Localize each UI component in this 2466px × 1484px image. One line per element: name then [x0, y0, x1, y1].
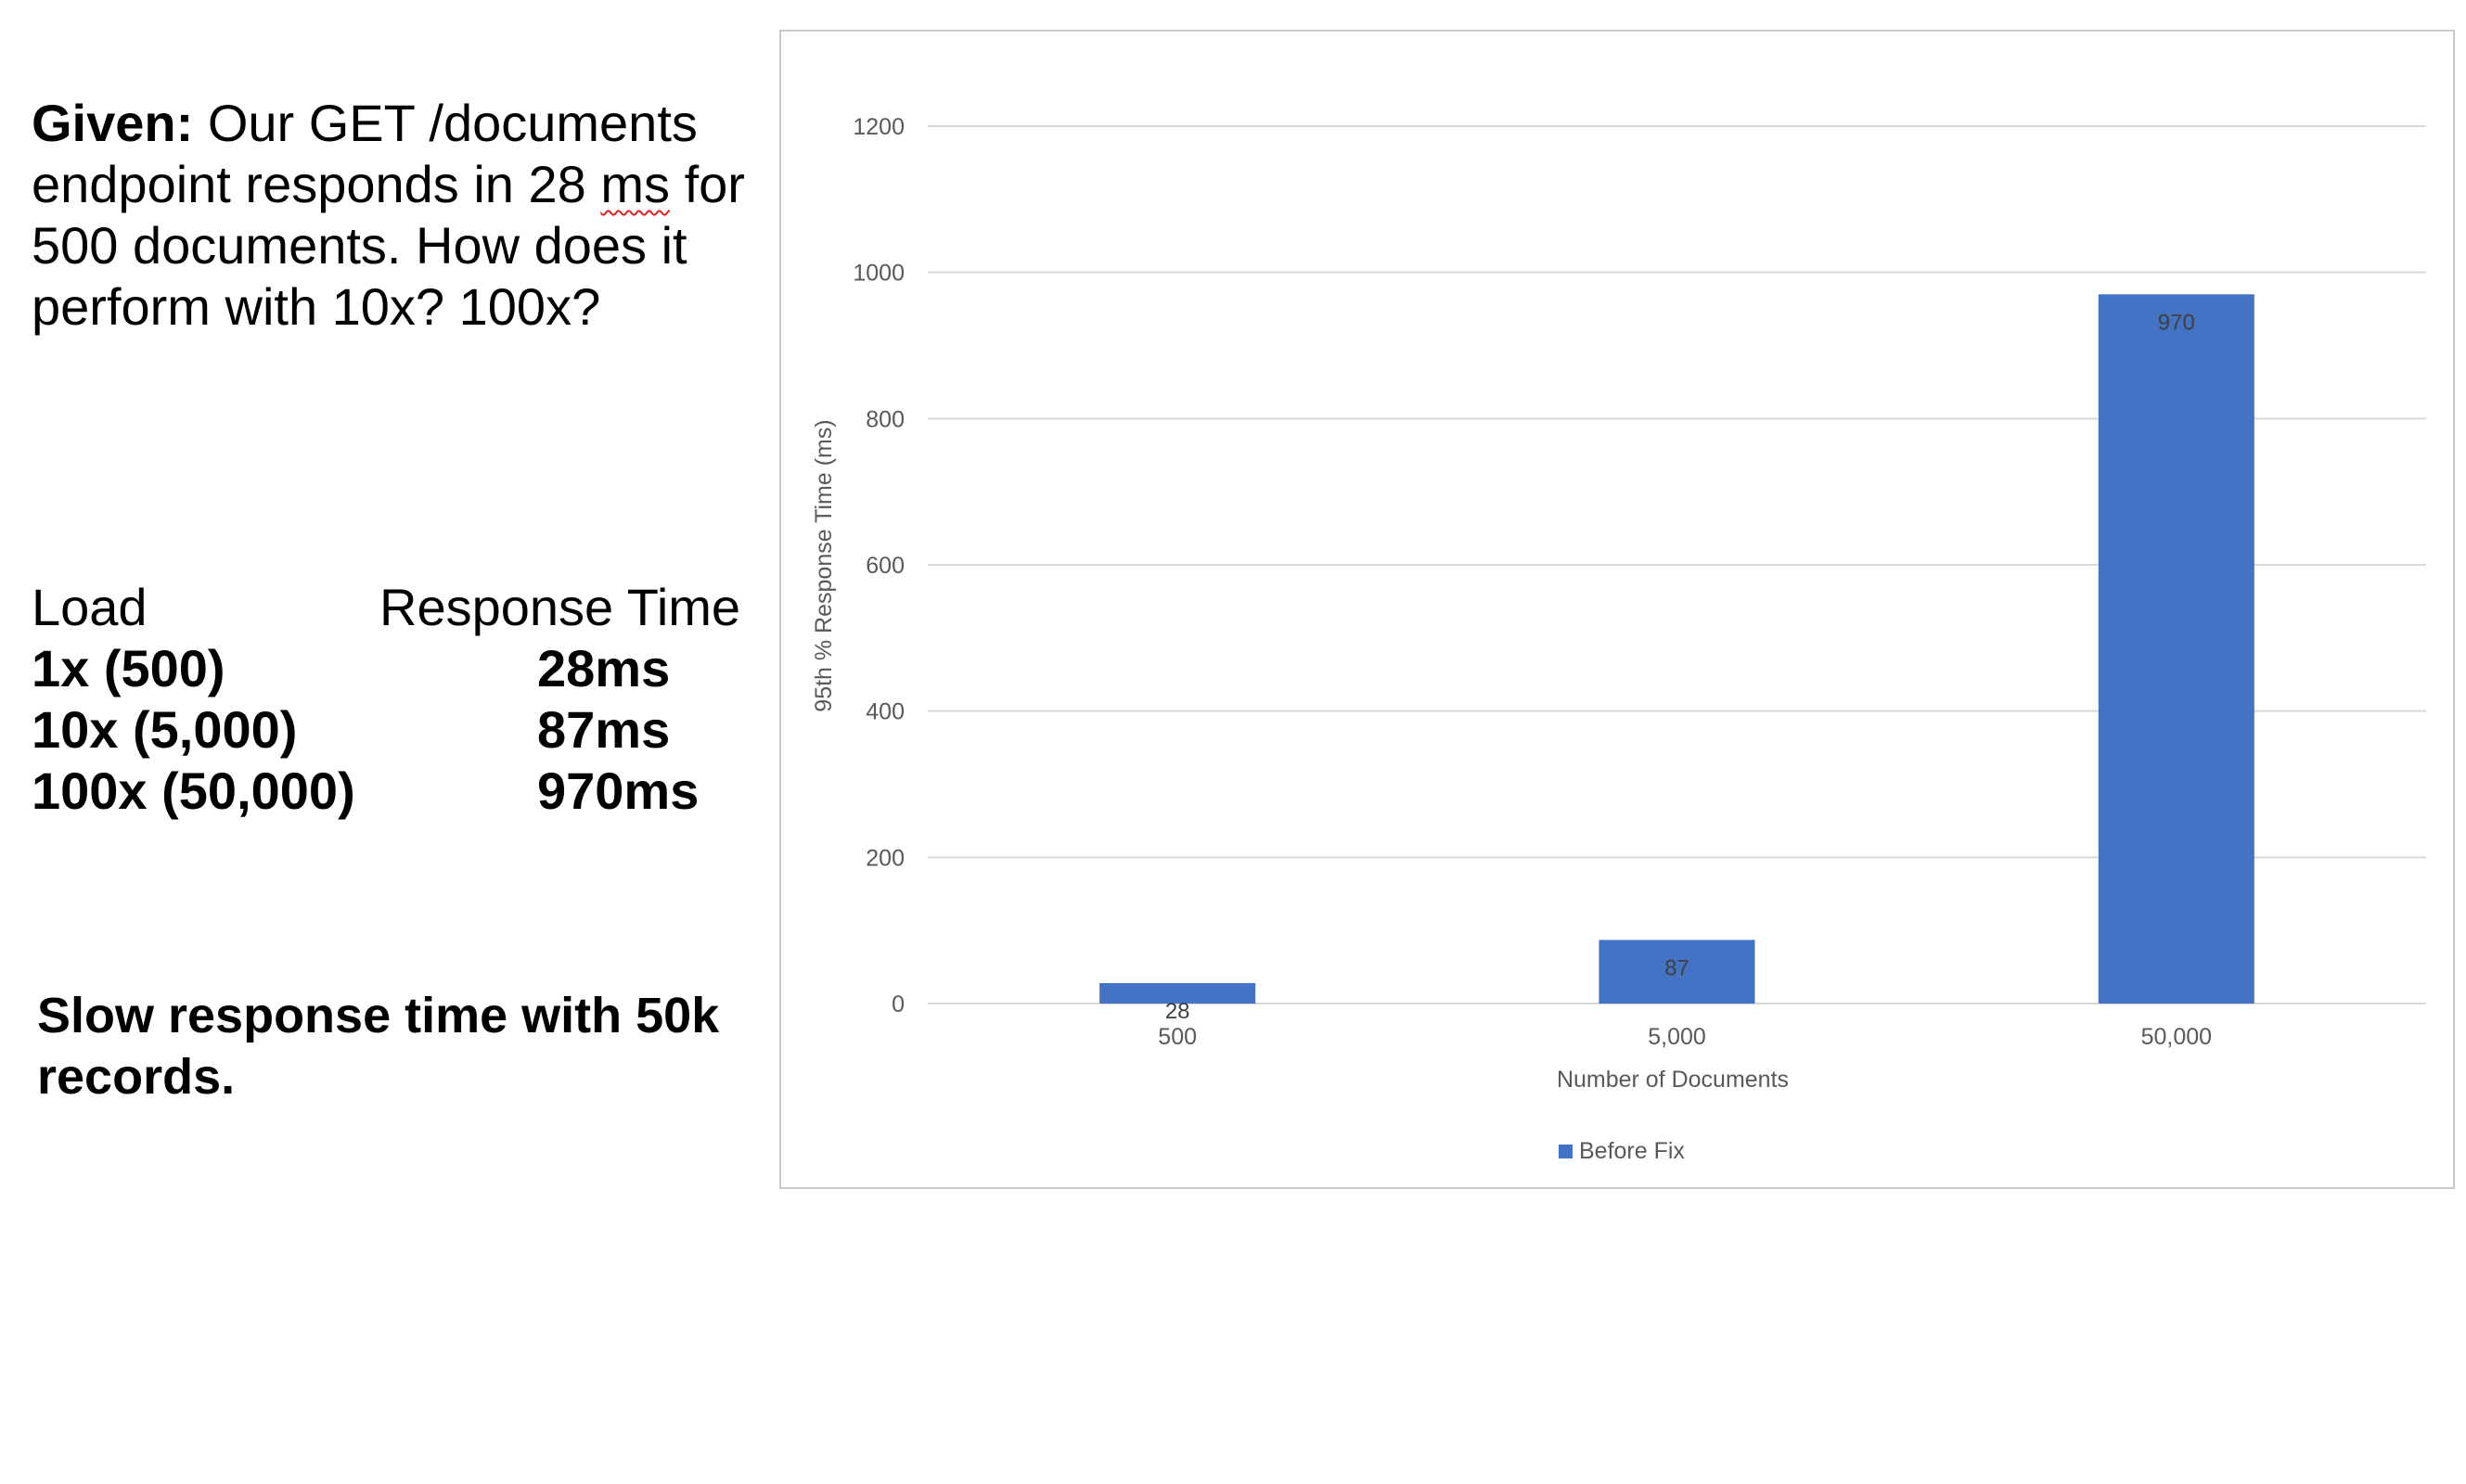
- bar: [2098, 294, 2254, 1004]
- y-tick-labels: 0 200 400 600 800 1000 1200: [853, 114, 905, 1017]
- x-tick-labels: 500 5,000 50,000: [1158, 1024, 2212, 1050]
- y-tick-label: 800: [866, 406, 905, 432]
- x-tick-label: 50,000: [2141, 1024, 2212, 1050]
- y-tick-label: 1200: [853, 114, 905, 140]
- bars: 28 87 970: [1099, 294, 2254, 1024]
- response-time-cell: 970ms: [537, 761, 700, 820]
- header-load: Load: [32, 578, 148, 636]
- bar-data-label: 28: [1165, 999, 1190, 1024]
- given-paragraph: Given: Our GET /documents endpoint respo…: [32, 93, 755, 338]
- load-cell: 10x (5,000): [32, 700, 298, 759]
- given-label: Given:: [32, 94, 194, 152]
- legend-label: Before Fix: [1579, 1138, 1685, 1164]
- x-tick-label: 5,000: [1648, 1024, 1706, 1050]
- load-cell: 1x (500): [32, 639, 225, 697]
- conclusion-text: Slow response time with 50k records.: [37, 988, 720, 1105]
- bar-data-label: 87: [1664, 955, 1689, 980]
- bar-data-label: 970: [2158, 310, 2195, 335]
- given-ms-word: ms: [600, 155, 671, 213]
- header-response-time: Response Time: [379, 578, 741, 636]
- y-tick-label: 1000: [853, 261, 905, 287]
- y-tick-label: 400: [866, 699, 905, 725]
- x-axis-label: Number of Documents: [1557, 1067, 1789, 1093]
- table-row: 10x (5,000) 87ms: [32, 699, 740, 761]
- load-cell: 100x (50,000): [32, 761, 355, 820]
- chart-frame: 0 200 400 600 800 1000 1200 28 87 970 500 5,000 50…: [779, 19, 2457, 1192]
- given-text-rest: for 500 documents. How does it perform w…: [32, 155, 745, 336]
- table-row: 1x (500) 28ms: [32, 638, 740, 699]
- y-tick-label: 0: [892, 991, 905, 1017]
- response-time-cell: 28ms: [537, 639, 671, 697]
- bar: [1599, 940, 1755, 1004]
- y-tick-label: 600: [866, 553, 905, 579]
- y-tick-label: 200: [866, 845, 905, 871]
- table-header: Load Response Time: [32, 577, 740, 638]
- bar: [1099, 982, 1256, 1004]
- legend-swatch: [1559, 1145, 1573, 1158]
- load-response-table: Load Response Time 1x (500) 28ms 10x (5,…: [32, 577, 740, 822]
- table-row: 100x (50,000) 970ms: [32, 761, 740, 822]
- x-tick-label: 500: [1158, 1024, 1197, 1050]
- response-time-cell: 87ms: [537, 700, 671, 759]
- y-axis-label: 95th % Response Time (ms): [811, 419, 837, 711]
- legend: Before Fix: [1559, 1138, 1685, 1164]
- given-text: Our GET /documents endpoint responds in …: [32, 94, 698, 213]
